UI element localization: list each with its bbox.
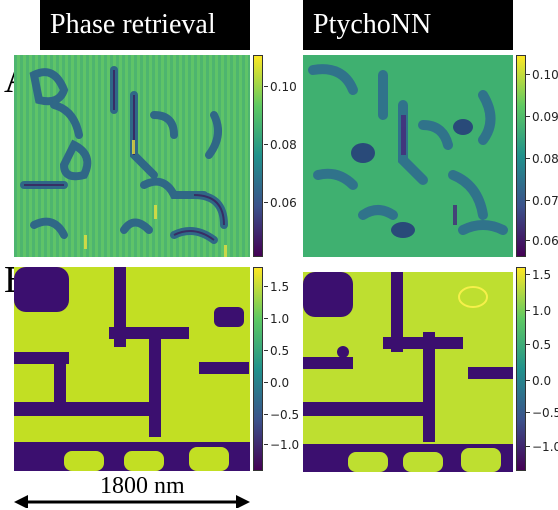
tick-label: −1.0 (263, 438, 300, 452)
scale-bar-arrow (14, 495, 250, 508)
tick-label: 1.0 (263, 312, 290, 326)
tick-label: 0.5 (525, 338, 552, 352)
tick-label: 0.06 (264, 196, 297, 210)
scale-bar-label: 1800 nm (100, 473, 185, 499)
tick-label: 0.06 (526, 234, 558, 248)
tick-label: 0.10 (264, 80, 297, 94)
tick-label: 0.10 (526, 68, 558, 82)
tick-label: 0.5 (263, 344, 290, 358)
tick-label: 0.09 (526, 110, 558, 124)
header-phase-retrieval: Phase retrieval (40, 0, 250, 50)
header-ptychonn: PtychoNN (303, 0, 513, 50)
image-a-ptychonn (303, 55, 513, 257)
tick-label: 0.08 (526, 152, 558, 166)
colorbar-b-right (516, 267, 526, 471)
colorbar-a-right (516, 55, 526, 257)
image-b-phase-retrieval (14, 267, 250, 471)
tick-label: 1.5 (525, 268, 552, 282)
tick-label: 0.07 (526, 194, 558, 208)
image-a-phase-retrieval (14, 55, 250, 257)
tick-label: −0.5 (263, 408, 300, 422)
tick-label: −1.0 (525, 441, 558, 453)
tick-label: 1.0 (525, 304, 552, 318)
tick-label: 0.0 (263, 376, 290, 390)
tick-label: 0.0 (525, 374, 552, 388)
tick-label: −0.5 (525, 407, 558, 419)
tick-label: 0.08 (264, 138, 297, 152)
tick-label: 1.5 (263, 280, 290, 294)
image-b-ptychonn (303, 272, 513, 472)
colorbar-b-left (253, 267, 263, 471)
colorbar-a-left (253, 55, 263, 257)
